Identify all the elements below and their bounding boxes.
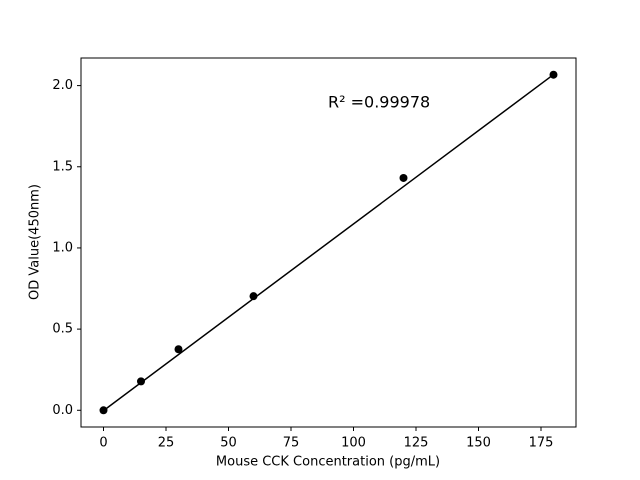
data-point: [249, 292, 258, 301]
y-tick-label: 1.5: [52, 159, 73, 174]
plot-frame: [80, 57, 577, 428]
x-tick-label: 25: [158, 436, 175, 451]
y-axis-label: OD Value(450nm): [28, 184, 43, 300]
x-tick-label: 150: [466, 436, 491, 451]
x-tick-label: 100: [341, 436, 366, 451]
x-tick-label: 125: [404, 436, 429, 451]
data-point: [399, 173, 408, 182]
fit-line: [103, 73, 554, 412]
x-tick-label: 50: [220, 436, 237, 451]
data-point: [99, 406, 108, 415]
x-tick-label: 75: [283, 436, 300, 451]
x-axis-label: Mouse CCK Concentration (pg/mL): [216, 455, 440, 470]
data-point: [549, 70, 558, 79]
data-point: [174, 345, 183, 354]
y-tick-label: 2.0: [52, 78, 73, 93]
x-tick-label: 0: [99, 436, 107, 451]
y-tick-label: 0.5: [52, 322, 73, 337]
y-tick-label: 1.0: [52, 240, 73, 255]
annotation: R² =0.99978: [328, 93, 430, 112]
y-tick-label: 0.0: [52, 403, 73, 418]
data-point: [137, 377, 145, 386]
x-tick-label: 175: [529, 436, 554, 451]
